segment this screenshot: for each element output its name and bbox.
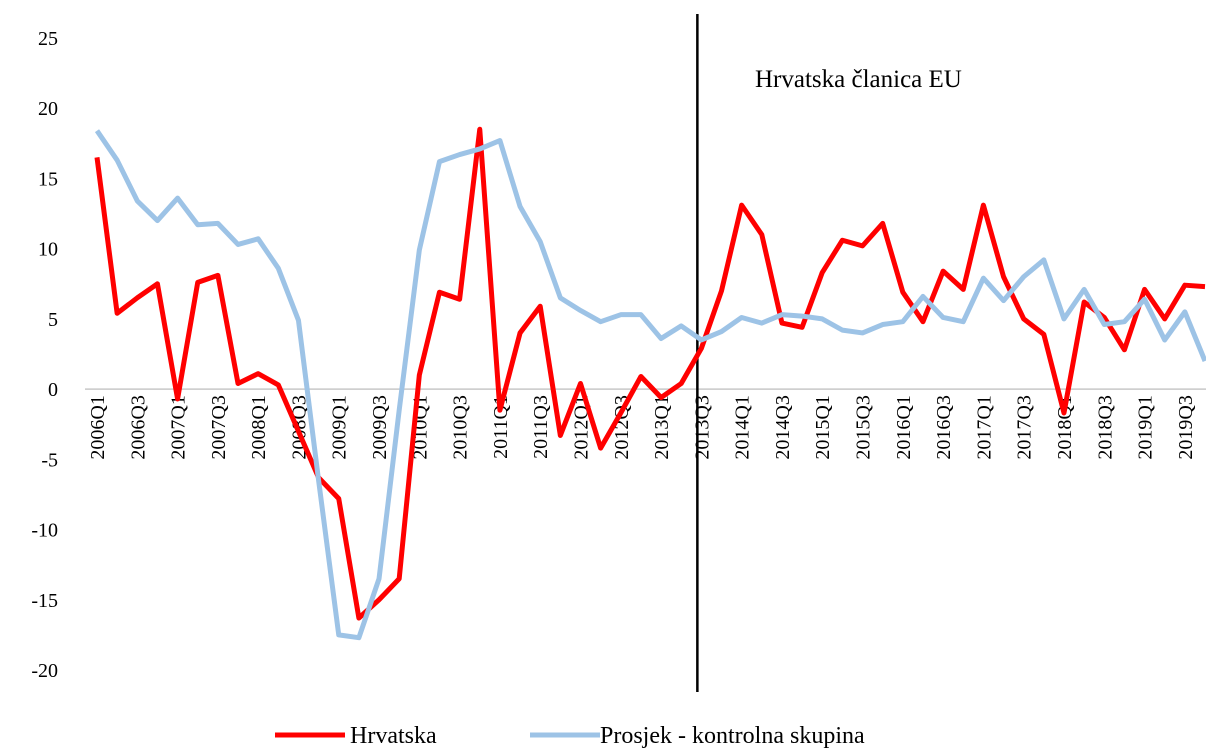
y-tick-label: 10 bbox=[38, 239, 58, 261]
x-tick-label: 2007Q3 bbox=[208, 395, 230, 459]
y-tick-label: 20 bbox=[38, 98, 58, 120]
x-tick-label: 2012Q3 bbox=[611, 395, 633, 459]
y-tick-label: -10 bbox=[31, 520, 58, 542]
y-tick-label: 25 bbox=[38, 28, 58, 50]
x-tick-label: 2011Q3 bbox=[530, 395, 552, 459]
series-line bbox=[94, 126, 1206, 621]
x-tick-label: 2011Q1 bbox=[490, 395, 512, 459]
y-tick-label: 0 bbox=[48, 379, 58, 401]
x-tick-label: 2017Q1 bbox=[973, 395, 995, 459]
x-tick-label: 2014Q1 bbox=[732, 395, 754, 459]
x-tick-label: 2016Q3 bbox=[933, 395, 955, 459]
x-tick-label: 2009Q3 bbox=[369, 395, 391, 459]
x-tick-label: 2007Q1 bbox=[168, 395, 190, 459]
x-tick-label: 2014Q3 bbox=[772, 395, 794, 459]
x-tick-label: 2017Q3 bbox=[1014, 395, 1036, 459]
y-tick-label: -20 bbox=[31, 660, 58, 682]
x-tick-label: 2008Q1 bbox=[248, 395, 270, 459]
x-tick-label: 2018Q1 bbox=[1054, 395, 1076, 459]
legend-label: Prosjek - kontrolna skupina bbox=[600, 723, 865, 749]
series-line bbox=[94, 129, 1206, 641]
y-tick-label: -15 bbox=[31, 590, 58, 612]
x-tick-label: 2016Q1 bbox=[893, 395, 915, 459]
x-tick-label: 2018Q3 bbox=[1094, 395, 1116, 459]
x-tick-label: 2019Q3 bbox=[1175, 395, 1197, 459]
y-tick-label: -5 bbox=[41, 449, 58, 471]
annotation: Hrvatska članica EU bbox=[755, 66, 962, 93]
x-tick-label: 2013Q1 bbox=[651, 395, 673, 459]
y-tick-label: 5 bbox=[48, 309, 58, 331]
x-tick-label: 2010Q3 bbox=[450, 395, 472, 459]
y-tick-label: 15 bbox=[38, 168, 58, 190]
x-tick-label: 2009Q1 bbox=[329, 395, 351, 459]
x-tick-label: 2013Q3 bbox=[691, 395, 713, 459]
x-tick-label: 2006Q1 bbox=[87, 395, 109, 459]
legend-label: Hrvatska bbox=[350, 723, 437, 749]
x-tick-label: 2019Q1 bbox=[1135, 395, 1157, 459]
x-tick-label: 2006Q3 bbox=[127, 395, 149, 459]
x-tick-label: 2015Q3 bbox=[853, 395, 875, 459]
x-tick-label: 2015Q1 bbox=[812, 395, 834, 459]
